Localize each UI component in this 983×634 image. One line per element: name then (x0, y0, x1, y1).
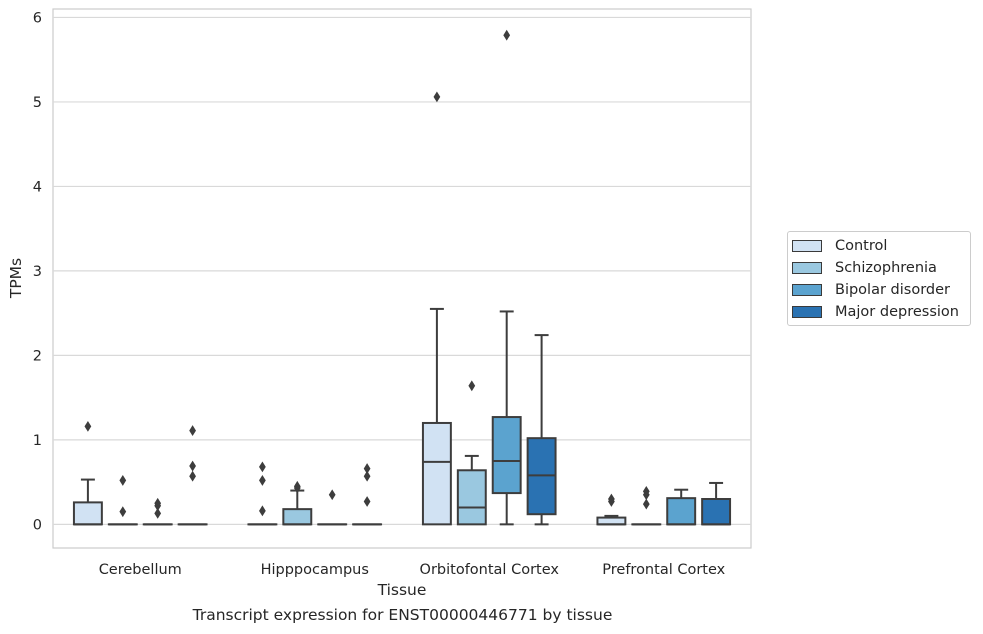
box-schizophrenia-3 (631, 485, 662, 526)
x-tick-label-cerebellum: Cerebellum (99, 562, 182, 578)
boxes (72, 29, 732, 526)
legend-swatch-control (792, 240, 822, 252)
box-schizophrenia-2 (456, 380, 487, 526)
box-bipolar-disorder-0 (142, 497, 173, 526)
outlier-point (119, 506, 127, 518)
legend-swatch-schizophrenia (792, 262, 822, 274)
box-major-depression-0 (177, 425, 208, 526)
box-body (701, 498, 732, 526)
x-tick-label-prefrontal-cortex: Prefrontal Cortex (602, 562, 725, 578)
outlier-point (328, 489, 336, 501)
box-major-depression-2 (526, 334, 557, 526)
box-major-depression-3 (701, 481, 732, 526)
outlier-point (259, 505, 266, 517)
outlier-point (503, 29, 511, 41)
legend-item-schizophrenia: Schizophrenia (792, 258, 937, 278)
x-tick-labels: Cerebellum Hipppocampus Orbitofontal Corte… (99, 562, 726, 578)
outlier-point (433, 91, 441, 103)
y-tick-label-1: 1 (33, 433, 42, 449)
outlier-point (154, 500, 162, 512)
outlier-point (189, 460, 196, 472)
legend-label-bipolar-disorder: Bipolar disorder (835, 282, 950, 298)
x-tick-label-orbitofontal-cortex: Orbitofontal Cortex (420, 562, 560, 578)
x-tick-label-hipppocampus: Hipppocampus (261, 562, 369, 578)
box-control-2 (421, 91, 452, 526)
y-tick-labels: 0 1 2 3 4 5 6 (33, 10, 42, 533)
outlier-point (293, 482, 301, 494)
y-tick-label-5: 5 (33, 95, 42, 111)
outlier-point (259, 475, 266, 486)
x-axis-label: Tissue (377, 581, 427, 599)
y-tick-label-2: 2 (33, 348, 42, 364)
box-major-depression-1 (352, 463, 383, 526)
box-schizophrenia-1 (282, 480, 313, 526)
box-schizophrenia-0 (107, 475, 138, 526)
outlier-point (84, 420, 92, 432)
y-tick-label-0: 0 (33, 517, 42, 533)
box-control-0 (72, 420, 103, 526)
outlier-point (189, 470, 196, 482)
outlier-point (608, 496, 615, 507)
plot-area (52, 8, 752, 549)
box-body (666, 497, 697, 526)
box-control-1 (247, 461, 278, 526)
box-body (282, 508, 313, 526)
box-bipolar-disorder-1 (317, 489, 348, 526)
outlier-point (363, 470, 371, 482)
box-body (72, 501, 103, 526)
outlier-point (119, 475, 127, 486)
legend-item-bipolar-disorder: Bipolar disorder (792, 280, 950, 300)
outlier-point (642, 498, 650, 510)
legend-swatch-major-depression (792, 306, 822, 318)
box-bipolar-disorder-3 (666, 488, 697, 526)
outlier-point (642, 489, 650, 501)
outlier-point (363, 463, 371, 474)
outlier-point (259, 461, 266, 473)
legend-item-major-depression: Major depression (792, 302, 959, 322)
y-tick-label-4: 4 (33, 179, 42, 195)
box-control-3 (596, 493, 627, 526)
box-body (596, 516, 627, 526)
box-body (491, 416, 522, 495)
y-tick-label-6: 6 (33, 10, 42, 26)
y-axis-label: TPMs (7, 258, 25, 299)
box-body (456, 469, 487, 526)
outlier-point (189, 425, 196, 436)
box-bipolar-disorder-2 (491, 29, 522, 526)
legend-swatch-bipolar-disorder (792, 284, 822, 296)
y-tick-label-3: 3 (33, 264, 42, 280)
outlier-point (363, 496, 371, 507)
legend: Control Schizophrenia Bipolar disorder M… (787, 231, 971, 326)
box-body (421, 421, 452, 526)
outlier-point (154, 507, 162, 519)
legend-item-control: Control (792, 236, 887, 256)
chart-caption: Transcript expression for ENST0000044677… (192, 606, 613, 624)
legend-label-control: Control (835, 238, 888, 254)
outlier-point (468, 380, 476, 392)
legend-label-schizophrenia: Schizophrenia (835, 260, 937, 276)
legend-label-major-depression: Major depression (835, 304, 959, 320)
